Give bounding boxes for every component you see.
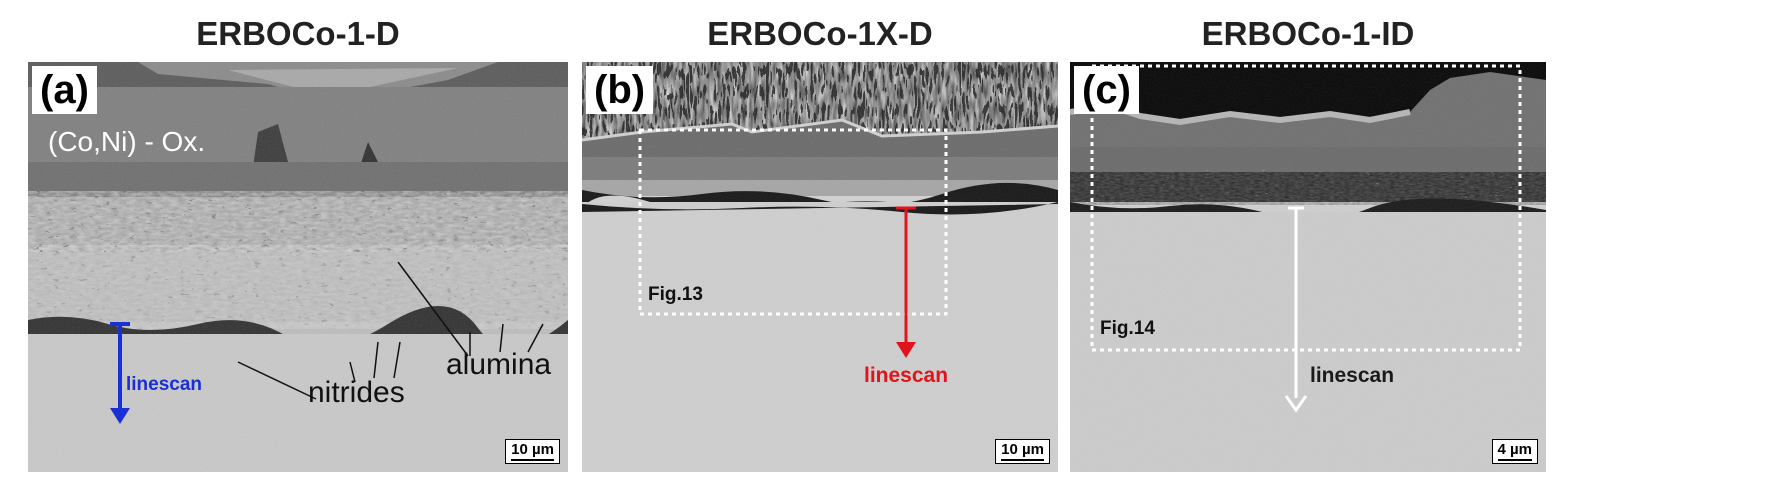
panel-b-label: (b): [586, 66, 654, 114]
inset-label-b: Fig.13: [648, 284, 703, 305]
linescan-label-a: linescan: [126, 374, 203, 395]
scale-bar-b: 10 µm: [995, 439, 1050, 464]
scale-bar-a-text: 10 µm: [511, 441, 554, 461]
micrograph-c-image: [1070, 62, 1546, 472]
nitrides-annotation: nitrides: [308, 376, 405, 409]
scale-bar-b-text: 10 µm: [1001, 441, 1044, 461]
scale-bar-c: 4 µm: [1491, 439, 1538, 464]
phase-label: (Co,Ni) - Ox.: [48, 126, 206, 157]
panel-c-micrograph: (c) Fig.14 linescan 4 µm: [1070, 62, 1546, 472]
alumina-annotation: alumina: [446, 348, 552, 381]
panel-c-label: (c): [1074, 66, 1139, 114]
linescan-label-b: linescan: [864, 364, 949, 387]
scale-bar-a: 10 µm: [505, 439, 560, 464]
panel-b-title: ERBOCo-1X-D: [707, 15, 933, 52]
scale-bar-c-text: 4 µm: [1497, 441, 1532, 461]
panel-a-label: (a): [32, 66, 97, 114]
micrograph-b-image: [582, 62, 1058, 472]
inset-label-c: Fig.14: [1100, 318, 1155, 339]
panel-b-micrograph: (b) Fig.13 linescan 10 µm: [582, 62, 1058, 472]
panel-c-title: ERBOCo-1-ID: [1201, 15, 1415, 52]
linescan-label-c: linescan: [1310, 364, 1395, 387]
panel-a-title: ERBOCo-1-D: [196, 15, 400, 52]
micrograph-a-image: [28, 62, 568, 472]
panel-a-micrograph: (a) (Co,Ni) - Ox. nitrides alumina lines…: [28, 62, 568, 472]
